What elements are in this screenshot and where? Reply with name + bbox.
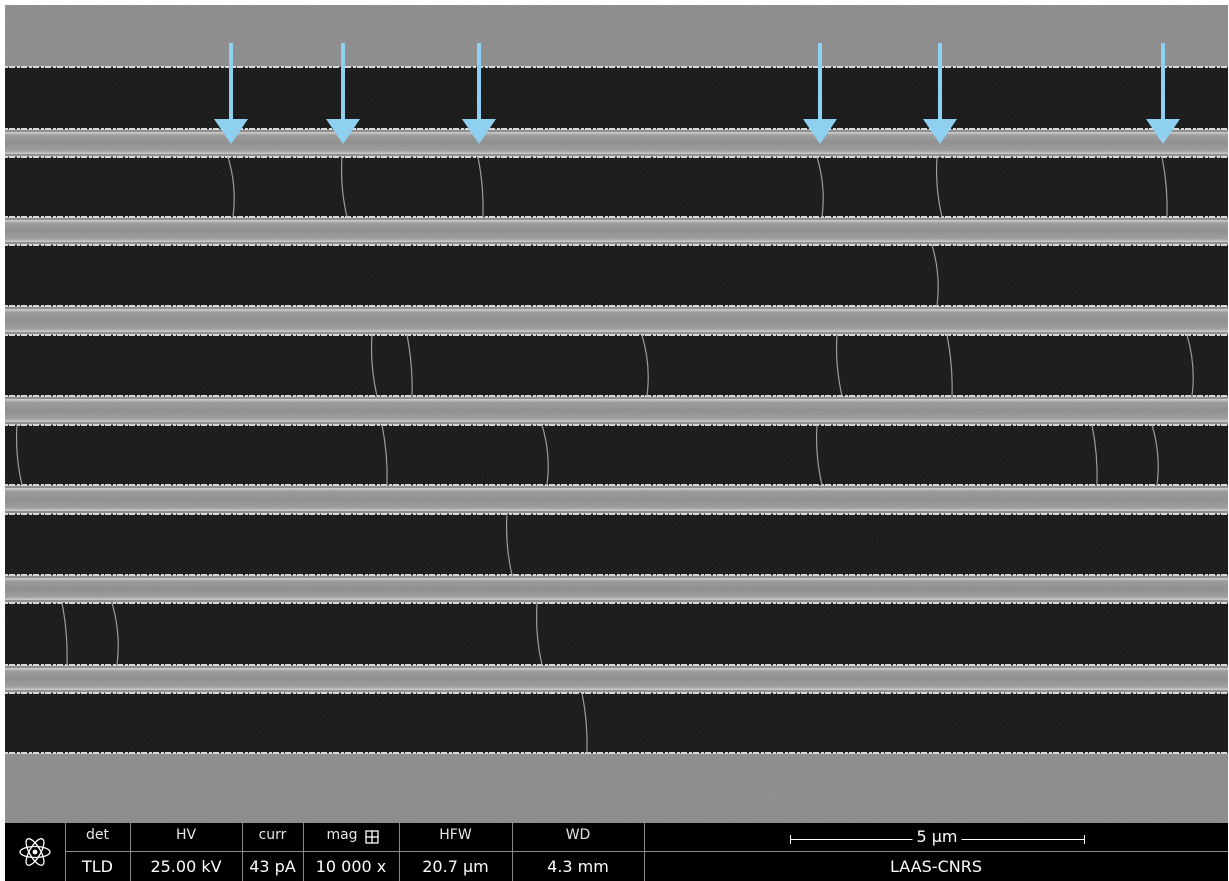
- down-arrow-icon: [1146, 43, 1180, 144]
- atom-icon: [19, 838, 51, 866]
- field-label: mag: [326, 827, 358, 843]
- down-arrow-icon: [803, 43, 837, 144]
- lab-label: LAAS-CNRS: [890, 857, 982, 876]
- down-arrow-icon: [326, 43, 360, 144]
- field-value: 43 pA: [249, 857, 296, 876]
- field-label: curr: [258, 827, 287, 843]
- field-value: 20.7 µm: [422, 857, 489, 876]
- arrow-annotations: [214, 43, 1180, 144]
- image-noise: [5, 5, 1228, 823]
- scale-bar-cap-left: [790, 835, 791, 844]
- field-mag: mag 10 000 x: [303, 823, 400, 881]
- field-curr: curr 43 pA: [242, 823, 304, 881]
- field-det: det TLD: [65, 823, 131, 881]
- grid-icon: [365, 830, 379, 844]
- down-arrow-icon: [462, 43, 496, 144]
- field-hv: HV 25.00 kV: [130, 823, 243, 881]
- field-label: HFW: [439, 827, 472, 843]
- field-value: 25.00 kV: [150, 857, 222, 876]
- field-label: WD: [565, 827, 591, 843]
- field-wd: WD 4.3 mm: [512, 823, 645, 881]
- field-divider: [65, 851, 644, 852]
- field-value: 10 000 x: [315, 857, 387, 876]
- field-value: 4.3 mm: [547, 857, 609, 876]
- field-label: HV: [175, 827, 197, 843]
- scale-divider: [644, 851, 1228, 852]
- sem-image: [5, 5, 1228, 823]
- down-arrow-icon: [214, 43, 248, 144]
- logo-cell: [5, 823, 66, 881]
- down-arrow-icon: [923, 43, 957, 144]
- sem-databar: det TLD HV 25.00 kV curr 43 pA mag 10 000 x HFW 2…: [5, 823, 1228, 881]
- scale-cell: 5 µm LAAS-CNRS: [644, 823, 1228, 881]
- field-hfw: HFW 20.7 µm: [399, 823, 513, 881]
- field-value: TLD: [81, 857, 113, 876]
- field-label: det: [86, 827, 109, 843]
- scale-bar-cap-right: [1084, 835, 1085, 844]
- scale-bar-label: 5 µm: [912, 827, 962, 846]
